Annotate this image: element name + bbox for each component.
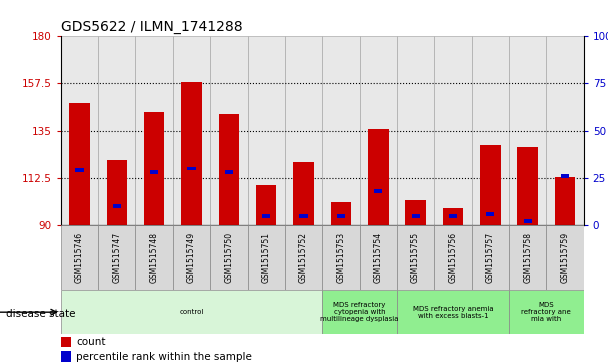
Bar: [173, 36, 210, 225]
Bar: [98, 36, 136, 225]
Bar: [69, 103, 90, 225]
FancyBboxPatch shape: [509, 225, 547, 290]
Text: GSM1515755: GSM1515755: [411, 232, 420, 283]
Bar: [406, 200, 426, 225]
Bar: [210, 36, 247, 225]
Bar: [136, 36, 173, 225]
FancyBboxPatch shape: [472, 225, 509, 290]
Text: control: control: [179, 309, 204, 315]
FancyBboxPatch shape: [322, 290, 397, 334]
FancyBboxPatch shape: [359, 225, 397, 290]
Bar: [293, 162, 314, 225]
Text: GSM1515757: GSM1515757: [486, 232, 495, 283]
Text: GDS5622 / ILMN_1741288: GDS5622 / ILMN_1741288: [61, 20, 243, 34]
FancyBboxPatch shape: [547, 225, 584, 290]
Text: disease state: disease state: [6, 309, 75, 319]
Bar: [225, 170, 233, 174]
Text: GSM1515749: GSM1515749: [187, 232, 196, 283]
Text: GSM1515748: GSM1515748: [150, 232, 159, 283]
Bar: [547, 36, 584, 225]
FancyBboxPatch shape: [397, 290, 509, 334]
Bar: [480, 145, 500, 225]
Bar: [75, 168, 83, 172]
Bar: [561, 174, 569, 178]
Bar: [397, 36, 434, 225]
FancyBboxPatch shape: [173, 225, 210, 290]
Text: GSM1515759: GSM1515759: [561, 232, 570, 283]
Text: MDS refractory anemia
with excess blasts-1: MDS refractory anemia with excess blasts…: [413, 306, 493, 319]
Bar: [247, 36, 285, 225]
Text: MDS
refractory ane
mia with: MDS refractory ane mia with: [522, 302, 571, 322]
Text: GSM1515758: GSM1515758: [523, 232, 532, 283]
FancyBboxPatch shape: [397, 225, 434, 290]
Bar: [368, 129, 389, 225]
Bar: [187, 167, 196, 170]
Bar: [509, 36, 547, 225]
FancyBboxPatch shape: [247, 225, 285, 290]
Bar: [181, 82, 202, 225]
Bar: [331, 202, 351, 225]
FancyBboxPatch shape: [61, 225, 98, 290]
Text: GSM1515746: GSM1515746: [75, 232, 84, 283]
Text: percentile rank within the sample: percentile rank within the sample: [77, 352, 252, 362]
Bar: [262, 214, 271, 217]
Bar: [472, 36, 509, 225]
Bar: [517, 147, 538, 225]
Bar: [256, 185, 277, 225]
Bar: [106, 160, 127, 225]
Text: count: count: [77, 337, 106, 347]
FancyBboxPatch shape: [509, 290, 584, 334]
FancyBboxPatch shape: [285, 225, 322, 290]
Bar: [150, 170, 158, 174]
Bar: [434, 36, 472, 225]
Bar: [554, 177, 575, 225]
Bar: [219, 114, 239, 225]
Bar: [359, 36, 397, 225]
Text: GSM1515752: GSM1515752: [299, 232, 308, 283]
Text: GSM1515754: GSM1515754: [374, 232, 383, 283]
FancyBboxPatch shape: [61, 290, 322, 334]
Bar: [285, 36, 322, 225]
Text: GSM1515750: GSM1515750: [224, 232, 233, 283]
Bar: [322, 36, 359, 225]
FancyBboxPatch shape: [322, 225, 359, 290]
FancyBboxPatch shape: [434, 225, 472, 290]
Text: GSM1515747: GSM1515747: [112, 232, 122, 283]
Text: GSM1515753: GSM1515753: [336, 232, 345, 283]
Bar: [486, 212, 494, 216]
Bar: [374, 189, 382, 193]
Bar: [61, 351, 71, 362]
Text: GSM1515756: GSM1515756: [449, 232, 457, 283]
Bar: [61, 337, 71, 347]
Bar: [144, 112, 164, 225]
Bar: [112, 204, 121, 208]
FancyBboxPatch shape: [98, 225, 136, 290]
Bar: [61, 36, 98, 225]
Text: GSM1515751: GSM1515751: [261, 232, 271, 283]
FancyBboxPatch shape: [136, 225, 173, 290]
Bar: [449, 214, 457, 217]
FancyBboxPatch shape: [210, 225, 247, 290]
Bar: [412, 214, 420, 217]
Bar: [523, 219, 532, 223]
Bar: [337, 214, 345, 217]
Text: MDS refractory
cytopenia with
multilineage dysplasia: MDS refractory cytopenia with multilinea…: [320, 302, 399, 322]
Bar: [300, 214, 308, 217]
Bar: [443, 208, 463, 225]
